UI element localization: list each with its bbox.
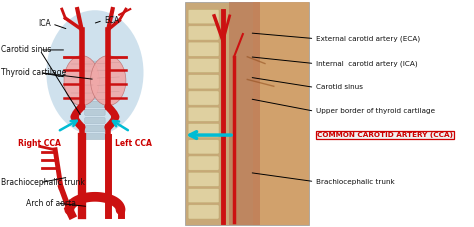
Text: ECA: ECA <box>104 16 119 25</box>
FancyBboxPatch shape <box>85 126 105 131</box>
FancyBboxPatch shape <box>188 107 219 121</box>
FancyBboxPatch shape <box>188 123 219 138</box>
FancyBboxPatch shape <box>85 134 105 140</box>
FancyBboxPatch shape <box>188 26 219 40</box>
FancyBboxPatch shape <box>85 118 105 123</box>
Ellipse shape <box>91 56 126 106</box>
Text: Carotid sinus: Carotid sinus <box>1 45 51 54</box>
FancyBboxPatch shape <box>85 69 105 75</box>
Text: ICA: ICA <box>38 19 51 28</box>
FancyBboxPatch shape <box>188 172 219 187</box>
FancyBboxPatch shape <box>85 85 105 91</box>
Text: COMMON CAROTID ARTERY (CCA): COMMON CAROTID ARTERY (CCA) <box>317 132 453 138</box>
FancyBboxPatch shape <box>254 2 309 225</box>
Text: Brachiocephalic trunk: Brachiocephalic trunk <box>316 179 394 185</box>
Text: Brachiocephalic trunk: Brachiocephalic trunk <box>1 178 85 187</box>
FancyBboxPatch shape <box>188 75 219 89</box>
FancyBboxPatch shape <box>188 58 219 73</box>
FancyBboxPatch shape <box>188 140 219 154</box>
Text: Upper border of thyroid cartilage: Upper border of thyroid cartilage <box>316 108 435 114</box>
Ellipse shape <box>64 56 100 106</box>
FancyBboxPatch shape <box>188 156 219 170</box>
Text: Thyroid cartilage: Thyroid cartilage <box>1 68 66 77</box>
Text: Left CCA: Left CCA <box>115 138 152 148</box>
FancyBboxPatch shape <box>85 77 105 83</box>
FancyBboxPatch shape <box>229 2 260 225</box>
Text: External carotid artery (ECA): External carotid artery (ECA) <box>316 35 420 42</box>
FancyBboxPatch shape <box>85 101 105 107</box>
FancyBboxPatch shape <box>188 91 219 105</box>
FancyBboxPatch shape <box>85 109 105 115</box>
FancyBboxPatch shape <box>85 93 105 99</box>
Text: Arch of aorta: Arch of aorta <box>27 199 76 208</box>
FancyBboxPatch shape <box>185 2 309 225</box>
Text: Internal  carotid artery (ICA): Internal carotid artery (ICA) <box>316 60 418 67</box>
FancyBboxPatch shape <box>188 188 219 203</box>
Text: Carotid sinus: Carotid sinus <box>316 84 363 90</box>
FancyBboxPatch shape <box>188 42 219 56</box>
Text: Right CCA: Right CCA <box>18 138 61 148</box>
FancyBboxPatch shape <box>85 61 105 67</box>
FancyBboxPatch shape <box>188 205 219 219</box>
FancyBboxPatch shape <box>188 10 219 24</box>
Ellipse shape <box>46 10 144 135</box>
